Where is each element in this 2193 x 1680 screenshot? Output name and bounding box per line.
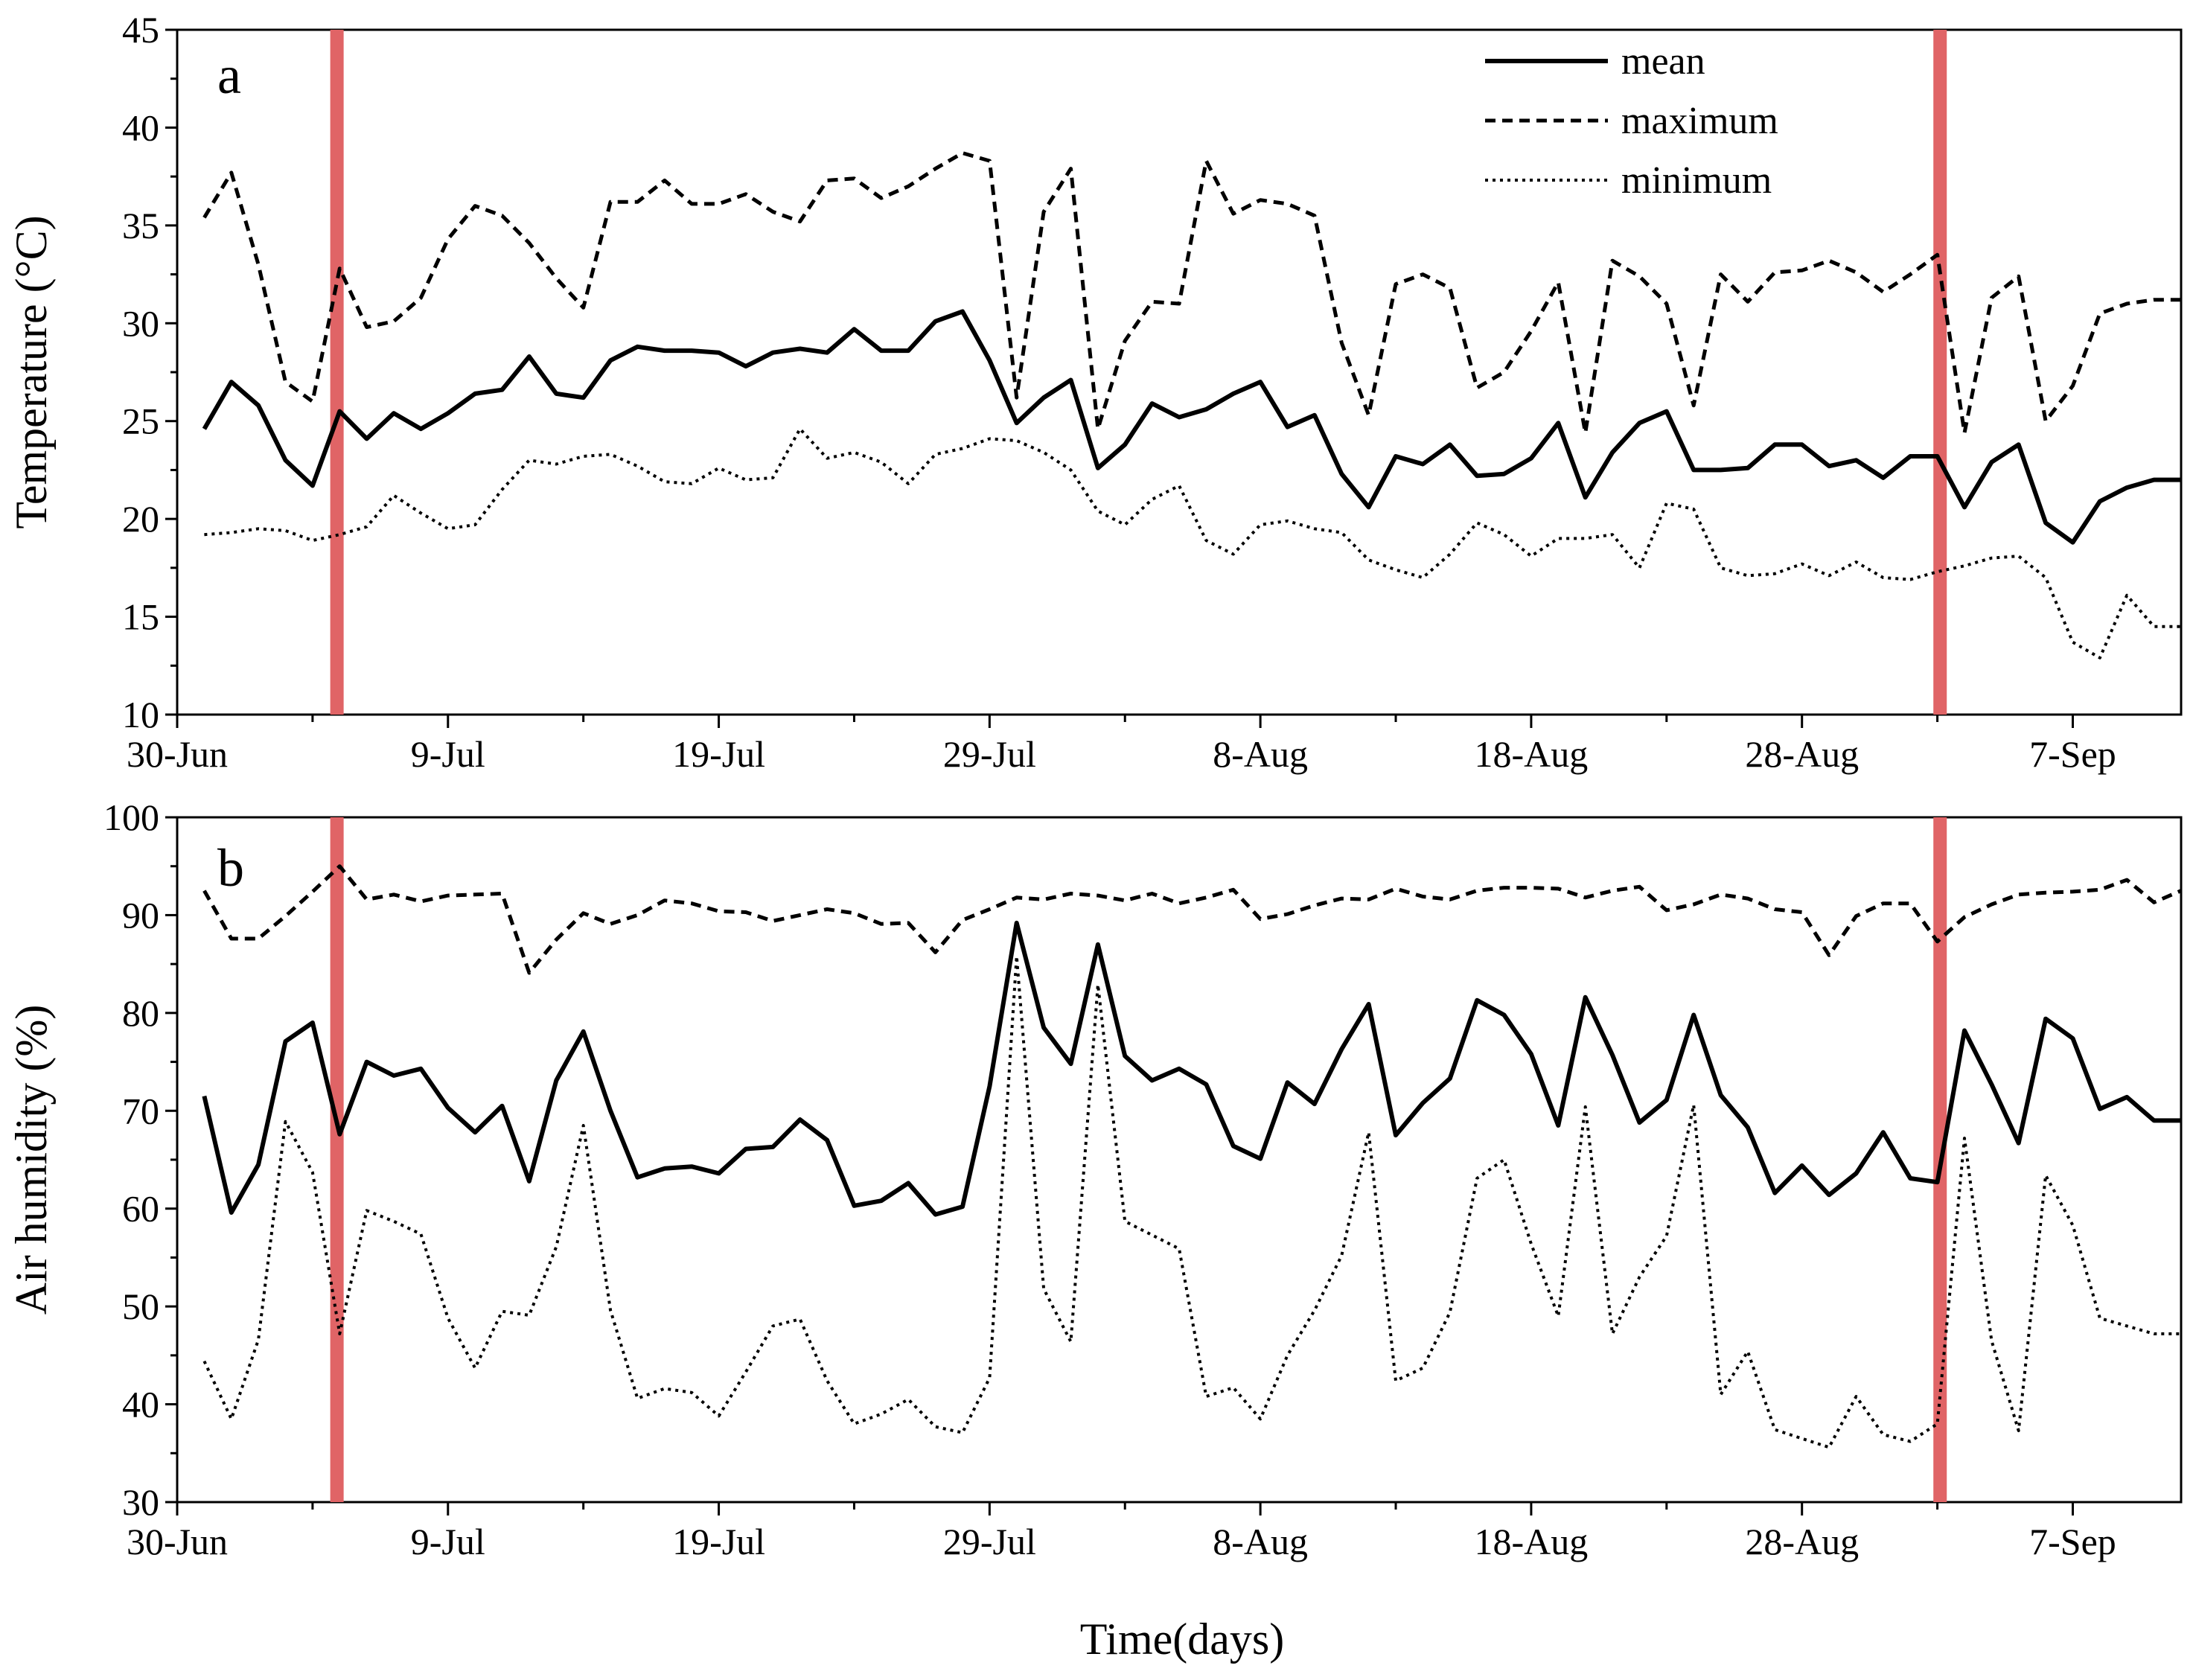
y-tick-label: 15: [122, 596, 159, 638]
y-tick-label: 40: [122, 1384, 159, 1425]
series-line-maximum: [202, 151, 2181, 435]
y-tick-label: 100: [103, 796, 159, 838]
y-tick-label: 70: [122, 1090, 159, 1131]
series-line-minimum: [204, 427, 2181, 659]
x-tick-label: 7-Sep: [2029, 733, 2116, 775]
humidity-panel: 30 40 50 60 70 80 90 100 30-Jun 9-Jul 19-Jul 29-Jul…: [7, 796, 2183, 1562]
x-tick-label: 29-Jul: [943, 733, 1036, 775]
series-line-minimum: [202, 954, 2181, 1449]
y-tick-label: 30: [122, 302, 159, 344]
x-tick-label: 9-Jul: [411, 1521, 485, 1562]
y-tick-label: 45: [122, 9, 159, 51]
y-tick-label: 50: [122, 1285, 159, 1327]
x-tick-label: 18-Aug: [1475, 1521, 1589, 1562]
y-tick-label: 80: [122, 992, 159, 1034]
panel-letter: b: [217, 838, 244, 898]
panel-letter: a: [217, 45, 241, 105]
y-tick-label: 40: [122, 106, 159, 148]
temperature-panel: 10 15 20 25 30 35 40 45 30-Jun 9-Jul 19-Jul 29-Jul 8…: [7, 9, 2183, 775]
y-axis-title: Air humidity (%): [7, 1005, 56, 1315]
event-marker-band: [330, 817, 344, 1502]
series-line-mean: [202, 920, 2181, 1217]
x-tick-label: 28-Aug: [1745, 733, 1859, 775]
event-marker-band: [330, 30, 344, 715]
y-axis-title: Temperature (°C): [7, 215, 56, 528]
x-tick-label: 9-Jul: [411, 733, 485, 775]
y-tick-label: 20: [122, 498, 159, 540]
x-tick-label: 28-Aug: [1745, 1521, 1859, 1562]
x-tick-label: 30-Jun: [127, 733, 228, 775]
x-tick-label: 29-Jul: [943, 1521, 1036, 1562]
y-tick-label: 30: [122, 1481, 159, 1523]
series-line-mean: [202, 309, 2181, 545]
y-tick-label: 60: [122, 1188, 159, 1230]
plot-frame: [176, 28, 2183, 716]
legend-label-minimum: minimum: [1621, 159, 1772, 202]
x-tick-label: 19-Jul: [672, 1521, 765, 1562]
x-tick-label: 19-Jul: [672, 733, 765, 775]
series-line-maximum: [202, 864, 2182, 975]
legend-label-mean: mean: [1621, 40, 1705, 83]
x-axis-title: Time(days): [1080, 1614, 1284, 1664]
y-tick-label: 35: [122, 205, 159, 246]
event-marker-band: [1933, 30, 1947, 715]
y-tick-label: 10: [122, 694, 159, 735]
plot-frame: [176, 816, 2183, 1504]
x-tick-label: 7-Sep: [2029, 1521, 2116, 1562]
legend-label-maximum: maximum: [1621, 100, 1778, 142]
x-tick-label: 18-Aug: [1475, 733, 1589, 775]
y-tick-label: 90: [122, 894, 159, 936]
x-tick-label: 8-Aug: [1213, 733, 1308, 775]
shared-labels: Time(days): [1080, 1614, 1284, 1664]
x-tick-label: 30-Jun: [127, 1521, 228, 1562]
x-tick-label: 8-Aug: [1213, 1521, 1308, 1562]
y-tick-label: 25: [122, 400, 159, 442]
